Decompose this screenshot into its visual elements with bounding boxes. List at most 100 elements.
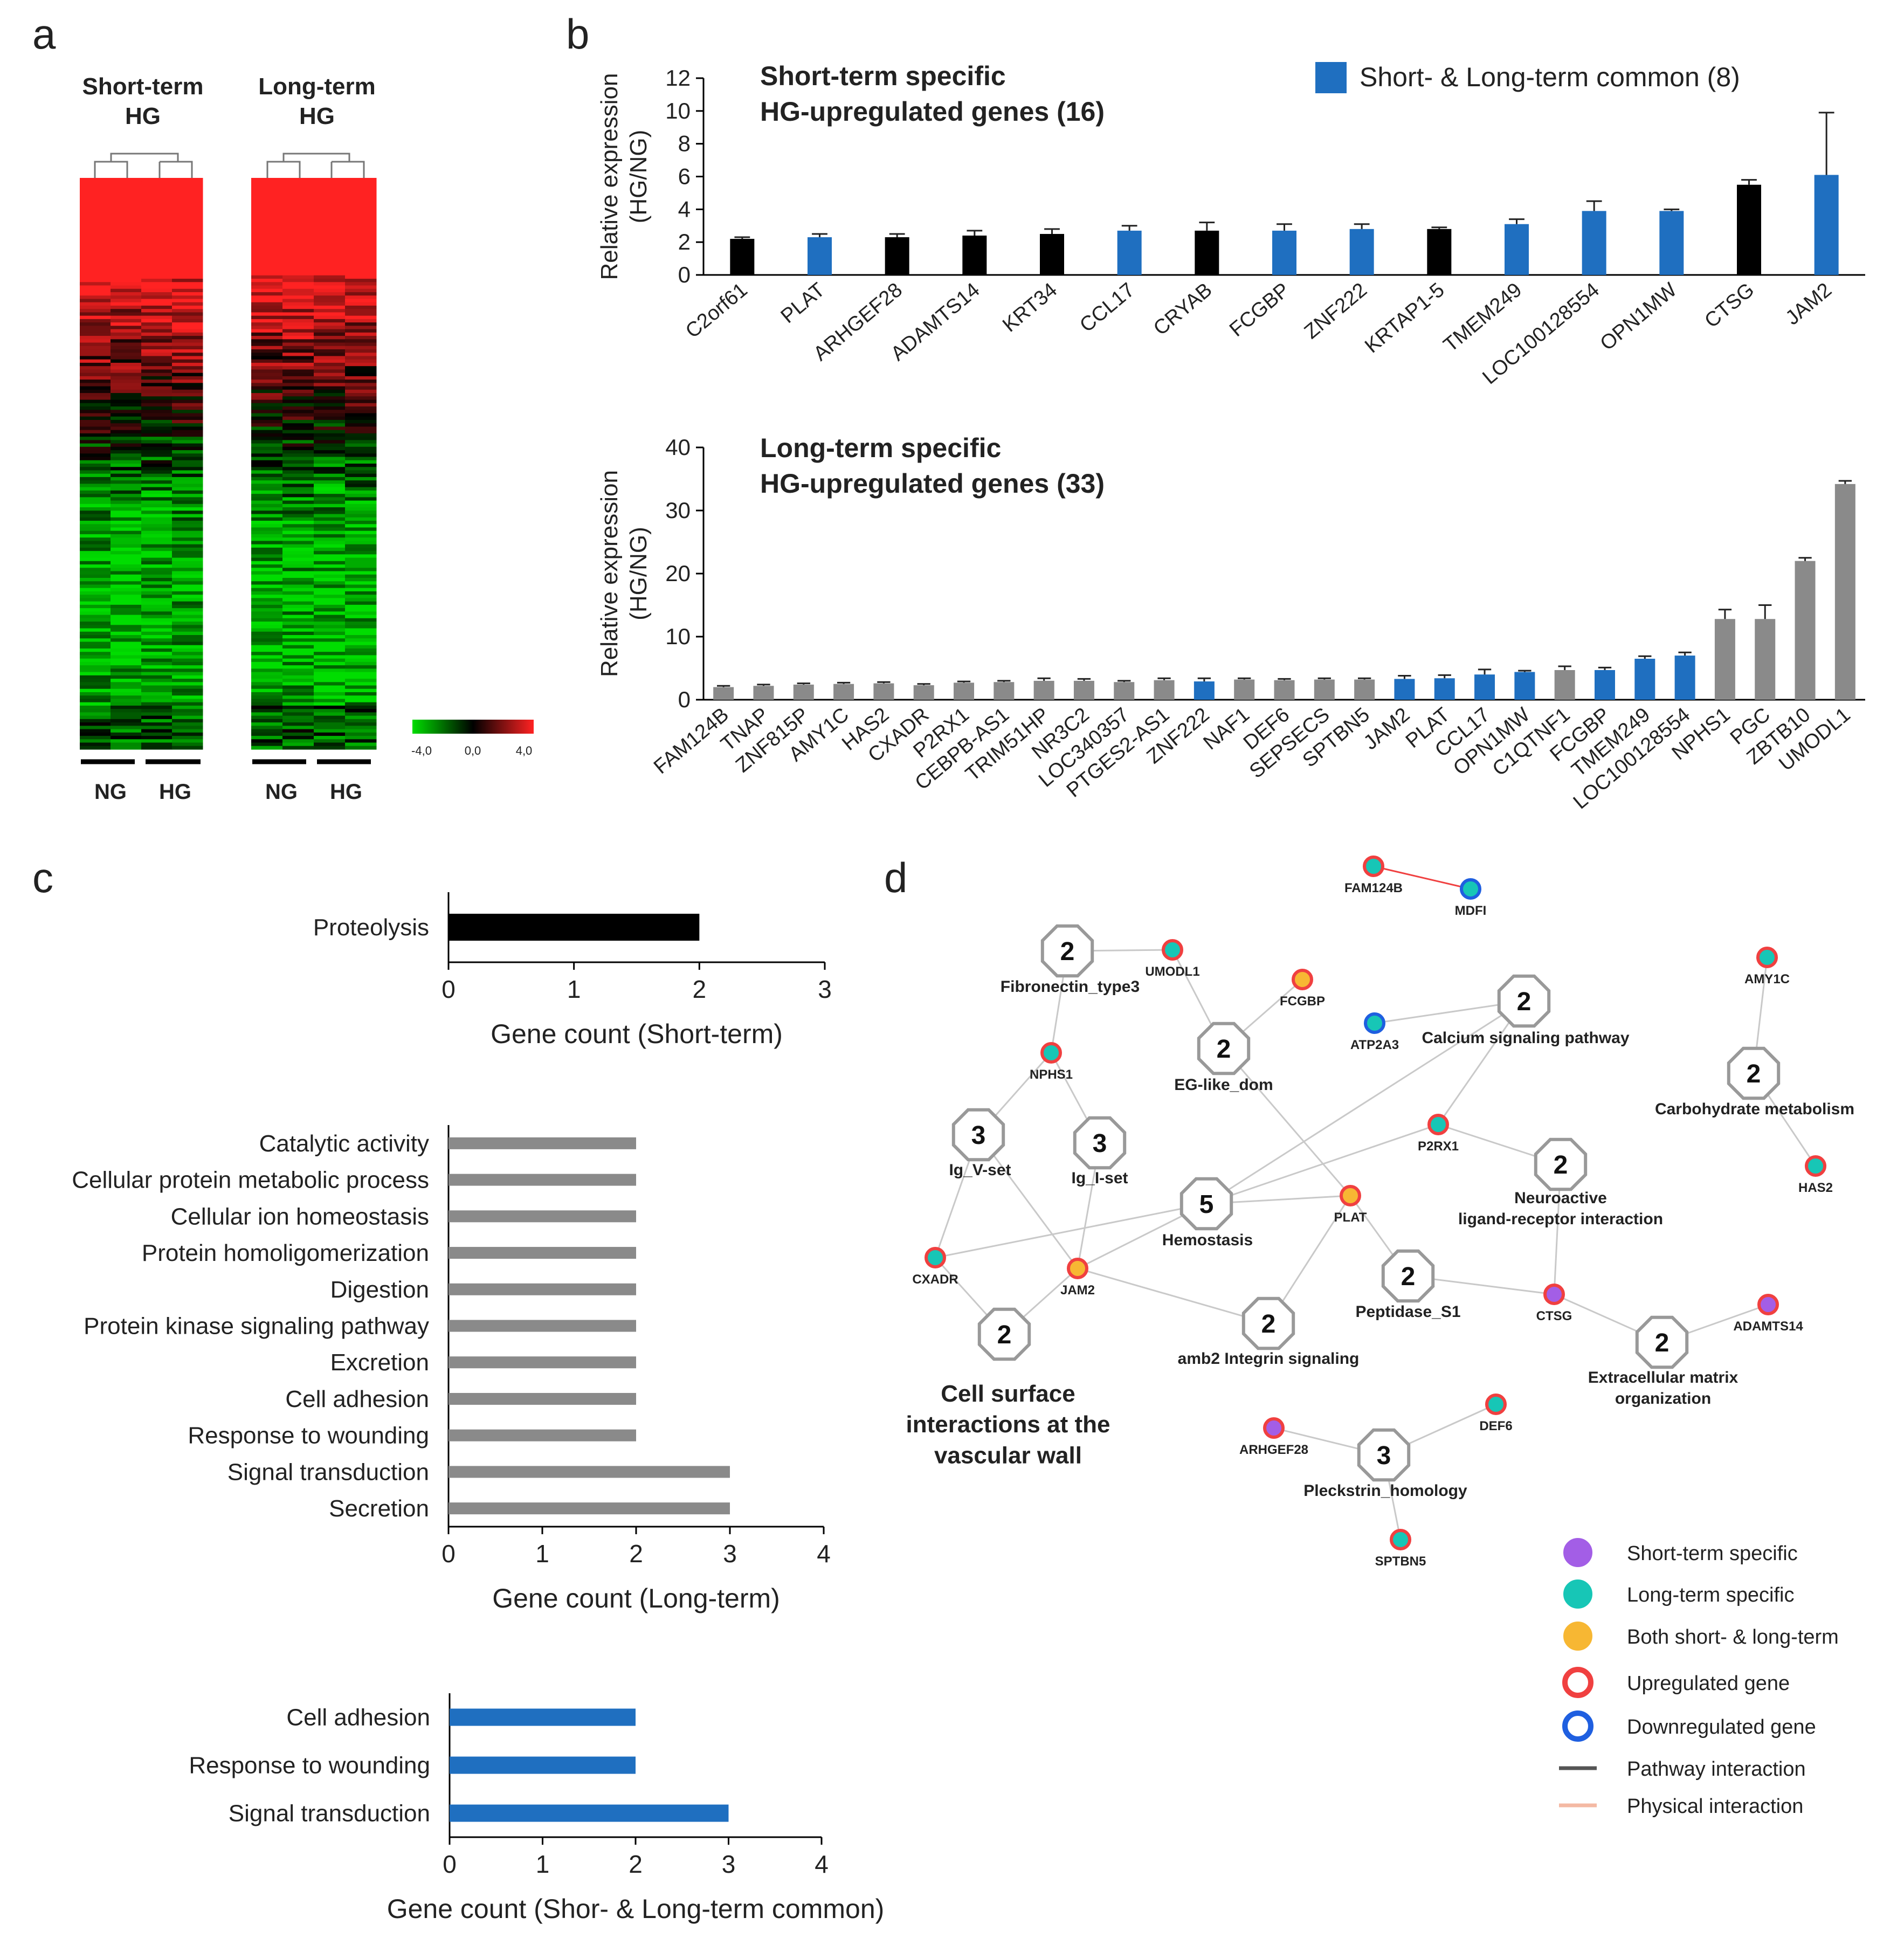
heatmap-cell bbox=[345, 342, 377, 347]
heatmap-cell bbox=[282, 719, 314, 723]
heatmap-cell bbox=[251, 302, 283, 306]
bar-AMY1C bbox=[833, 684, 854, 700]
heatmap-cell bbox=[111, 419, 142, 424]
heatmap-cell bbox=[282, 315, 314, 320]
chart-title-line: Short-term specific bbox=[760, 61, 1006, 91]
heatmap-cell bbox=[111, 527, 142, 532]
heatmap-cell bbox=[282, 568, 314, 572]
heatmap-cell bbox=[80, 507, 111, 511]
heatmap-cell bbox=[251, 204, 283, 209]
heatmap-cell bbox=[141, 595, 173, 599]
heatmap-cell bbox=[282, 591, 314, 595]
heatmap-cell bbox=[251, 195, 283, 199]
heatmap-cell bbox=[251, 309, 283, 313]
heatmap-cell bbox=[282, 564, 314, 568]
bar-ARHGEF28 bbox=[885, 237, 909, 275]
heatmap-cell bbox=[141, 615, 173, 619]
heatmap-cell bbox=[345, 638, 377, 643]
heatmap-cell bbox=[111, 719, 142, 723]
heatmap-cell bbox=[111, 534, 142, 538]
heatmap-cell bbox=[251, 480, 283, 485]
heatmap-cell bbox=[251, 521, 283, 525]
heatmap-cell bbox=[80, 517, 111, 521]
heatmap-cell bbox=[80, 732, 111, 736]
heatmap-cell bbox=[345, 437, 377, 440]
error-bar-PLAT bbox=[1438, 674, 1451, 679]
heatmap-title-long-line2: HG bbox=[299, 103, 335, 129]
bar-CCL17 bbox=[1117, 230, 1142, 275]
heatmap-cell bbox=[345, 477, 377, 481]
heatmap-cell bbox=[172, 292, 203, 296]
heatmap-cell bbox=[111, 473, 142, 478]
heatmap-cell bbox=[80, 467, 111, 471]
heatmap-cell bbox=[282, 497, 314, 501]
bar-Protein homoligomerization bbox=[449, 1247, 636, 1259]
error-bar-C2orf61 bbox=[734, 236, 750, 239]
error-bar-ZBTB10 bbox=[1798, 557, 1812, 561]
heatmap-cell bbox=[345, 265, 377, 269]
heatmap-cell bbox=[282, 618, 314, 622]
pathway-label: Ig_I-set bbox=[1071, 1169, 1128, 1187]
heatmap-cell bbox=[111, 591, 142, 595]
heatmap-cell bbox=[141, 426, 173, 431]
y-tick-label: 6 bbox=[678, 164, 691, 189]
bar-Cellular ion homeostasis bbox=[449, 1210, 636, 1223]
bar-PTGES2-AS1 bbox=[1154, 680, 1175, 700]
bar-OPN1MW bbox=[1659, 211, 1684, 275]
heatmap-cell bbox=[172, 541, 203, 545]
heatmap-cell bbox=[172, 467, 203, 471]
heatmap-cell bbox=[172, 426, 203, 431]
heatmap-cell bbox=[111, 487, 142, 491]
gene-node-CTSG bbox=[1543, 1284, 1565, 1305]
category-label: Response to wounding bbox=[189, 1753, 430, 1779]
heatmap-cell bbox=[172, 181, 203, 185]
heatmap-cell bbox=[172, 739, 203, 743]
heatmap-cell bbox=[172, 225, 203, 229]
heatmap-cell bbox=[172, 635, 203, 639]
heatmap-cell bbox=[251, 574, 283, 578]
heatmap-cell bbox=[251, 362, 283, 367]
heatmap-cell bbox=[111, 672, 142, 676]
heatmap-cell bbox=[251, 252, 283, 256]
heatmap-cell bbox=[172, 383, 203, 387]
heatmap-cell bbox=[172, 376, 203, 380]
heatmap-cell bbox=[80, 222, 111, 225]
heatmap-cell bbox=[282, 342, 314, 347]
heatmap-cell bbox=[251, 433, 283, 437]
heatmap-cell bbox=[314, 719, 346, 723]
panel-letter-a: a bbox=[32, 10, 56, 58]
heatmap-cell bbox=[282, 571, 314, 575]
heatmap-cell bbox=[80, 396, 111, 401]
heatmap-cell bbox=[141, 416, 173, 420]
heatmap-cell bbox=[80, 618, 111, 622]
heatmap-cell bbox=[314, 349, 346, 353]
heatmap-cell bbox=[111, 403, 142, 407]
heatmap-cell bbox=[345, 188, 377, 192]
y-tick-label: 12 bbox=[665, 65, 691, 91]
gene-label: CXADR bbox=[912, 1272, 958, 1287]
heatmap-cell bbox=[141, 692, 173, 696]
heatmap-cell bbox=[314, 480, 346, 485]
heatmap-cell bbox=[141, 410, 173, 414]
heatmap-cell bbox=[345, 622, 377, 625]
heatmap-cell bbox=[282, 514, 314, 518]
heatmap-cell bbox=[314, 595, 346, 599]
heatmap-cell bbox=[141, 578, 173, 582]
heatmap-cell bbox=[141, 242, 173, 246]
gene-node-CXADR bbox=[925, 1247, 946, 1268]
heatmap-cell bbox=[80, 524, 111, 528]
heatmap-cell bbox=[172, 272, 203, 276]
heatmap-cell bbox=[80, 595, 111, 599]
heatmap-cell bbox=[251, 453, 283, 458]
heatmap-cell bbox=[172, 319, 203, 323]
heatmap-cell bbox=[345, 739, 377, 743]
heatmap-cell bbox=[172, 245, 203, 249]
heatmap-cell bbox=[314, 305, 346, 309]
heatmap-cell bbox=[251, 503, 283, 508]
heatmap-cell bbox=[314, 564, 346, 568]
heatmap-cell bbox=[345, 736, 377, 740]
heatmap-cell bbox=[111, 393, 142, 397]
heatmap-cell bbox=[345, 248, 377, 252]
